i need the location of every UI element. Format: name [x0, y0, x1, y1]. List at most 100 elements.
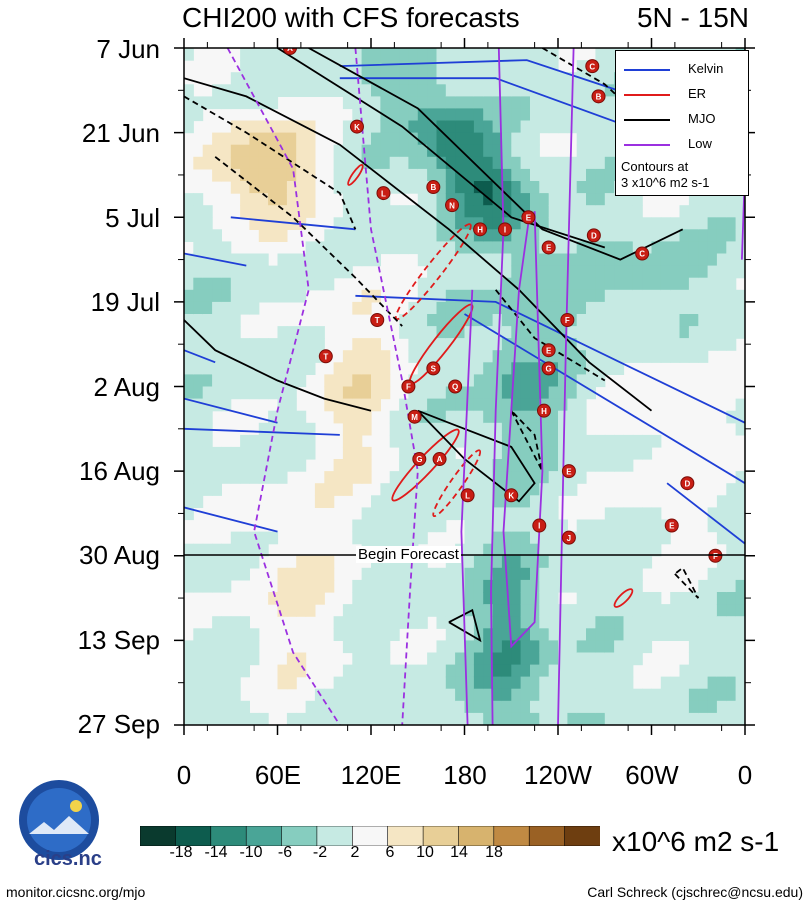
- shading-cell: [296, 555, 307, 569]
- shading-cell: [735, 519, 745, 533]
- shading-cell: [530, 712, 540, 725]
- shading-cell: [623, 253, 634, 267]
- shading-cell: [726, 495, 737, 508]
- shading-cell: [230, 664, 241, 678]
- shading-cell: [520, 168, 531, 182]
- shading-cell: [483, 84, 494, 97]
- shading-cell: [595, 459, 606, 472]
- shading-cell: [530, 168, 540, 182]
- shading-cell: [539, 688, 550, 702]
- shading-cell: [455, 676, 466, 690]
- shading-cell: [380, 386, 391, 400]
- shading-cell: [258, 265, 269, 279]
- shading-cell: [240, 555, 250, 569]
- shading-cell: [184, 301, 194, 315]
- shading-cell: [483, 688, 494, 702]
- shading-cell: [249, 640, 260, 654]
- shading-cell: [371, 229, 381, 242]
- shading-cell: [623, 277, 634, 291]
- shading-cell: [296, 156, 307, 170]
- shading-cell: [184, 555, 194, 569]
- shading-cell: [286, 72, 297, 85]
- shading-cell: [614, 217, 625, 230]
- shading-cell: [642, 241, 653, 255]
- shading-cell: [380, 688, 391, 702]
- shading-cell: [268, 168, 279, 182]
- shading-cell: [670, 592, 681, 605]
- shading-cell: [670, 289, 681, 303]
- shading-cell: [212, 265, 222, 279]
- shading-cell: [380, 640, 391, 654]
- shading-cell: [371, 108, 381, 122]
- shading-cell: [511, 205, 522, 218]
- shading-cell: [305, 446, 316, 460]
- shading-cell: [464, 60, 475, 73]
- shading-cell: [539, 640, 550, 654]
- shading-cell: [371, 640, 381, 654]
- shading-cell: [417, 48, 428, 61]
- shading-cell: [305, 48, 316, 61]
- shading-cell: [623, 700, 634, 714]
- shading-cell: [193, 241, 204, 255]
- shading-cell: [221, 289, 232, 303]
- shading-cell: [361, 374, 372, 388]
- shading-cell: [464, 567, 475, 581]
- mjo-contour: [510, 410, 544, 472]
- shading-cell: [445, 144, 456, 158]
- legend-kelvin-line: [624, 69, 670, 71]
- shading-cell: [698, 217, 709, 230]
- shading-cell: [660, 350, 671, 363]
- shading-cell: [511, 96, 522, 110]
- shading-cell: [399, 132, 409, 146]
- shading-cell: [548, 434, 559, 448]
- shading-cell: [539, 96, 550, 110]
- shading-cell: [707, 579, 718, 593]
- shading-cell: [258, 156, 269, 170]
- shading-cell: [193, 277, 204, 291]
- shading-cell: [342, 459, 353, 472]
- shading-cell: [314, 338, 325, 351]
- shading-cell: [670, 350, 681, 363]
- shading-cell: [221, 688, 232, 702]
- shading-cell: [445, 434, 456, 448]
- shading-cell: [389, 96, 400, 110]
- shading-cell: [642, 712, 653, 725]
- shading-cell: [408, 471, 419, 484]
- shading-cell: [445, 507, 456, 521]
- shading-cell: [342, 96, 353, 110]
- shading-cell: [670, 229, 681, 242]
- shading-cell: [632, 277, 643, 291]
- shading-cell: [511, 434, 522, 448]
- shading-cell: [698, 592, 709, 605]
- shading-cell: [380, 168, 391, 182]
- shading-cell: [417, 181, 428, 194]
- shading-cell: [417, 471, 428, 484]
- shading-cell: [558, 217, 568, 230]
- shading-cell: [530, 60, 540, 73]
- shading-cell: [501, 616, 512, 629]
- shading-cell: [408, 616, 419, 629]
- shading-cell: [427, 519, 438, 533]
- shading-cell: [184, 386, 194, 400]
- shading-cell: [511, 664, 522, 678]
- colorbar-swatch: [493, 826, 530, 846]
- shading-cell: [595, 676, 606, 690]
- shading-cell: [436, 362, 447, 375]
- shading-cell: [417, 616, 428, 629]
- shading-cell: [604, 301, 615, 315]
- shading-cell: [464, 168, 475, 182]
- shading-cell: [352, 398, 363, 412]
- shading-cell: [324, 374, 335, 388]
- shading-cell: [501, 241, 512, 255]
- shading-cell: [595, 205, 606, 218]
- shading-cell: [586, 592, 596, 605]
- storm-marker-circle: [370, 313, 385, 328]
- low-contour: [460, 289, 474, 725]
- shading-cell: [305, 350, 316, 363]
- shading-cell: [632, 289, 643, 303]
- storm-marker-circle: [401, 379, 416, 394]
- shading-cell: [417, 507, 428, 521]
- shading-cell: [530, 446, 540, 460]
- shading-cell: [445, 120, 456, 134]
- shading-cell: [576, 96, 587, 110]
